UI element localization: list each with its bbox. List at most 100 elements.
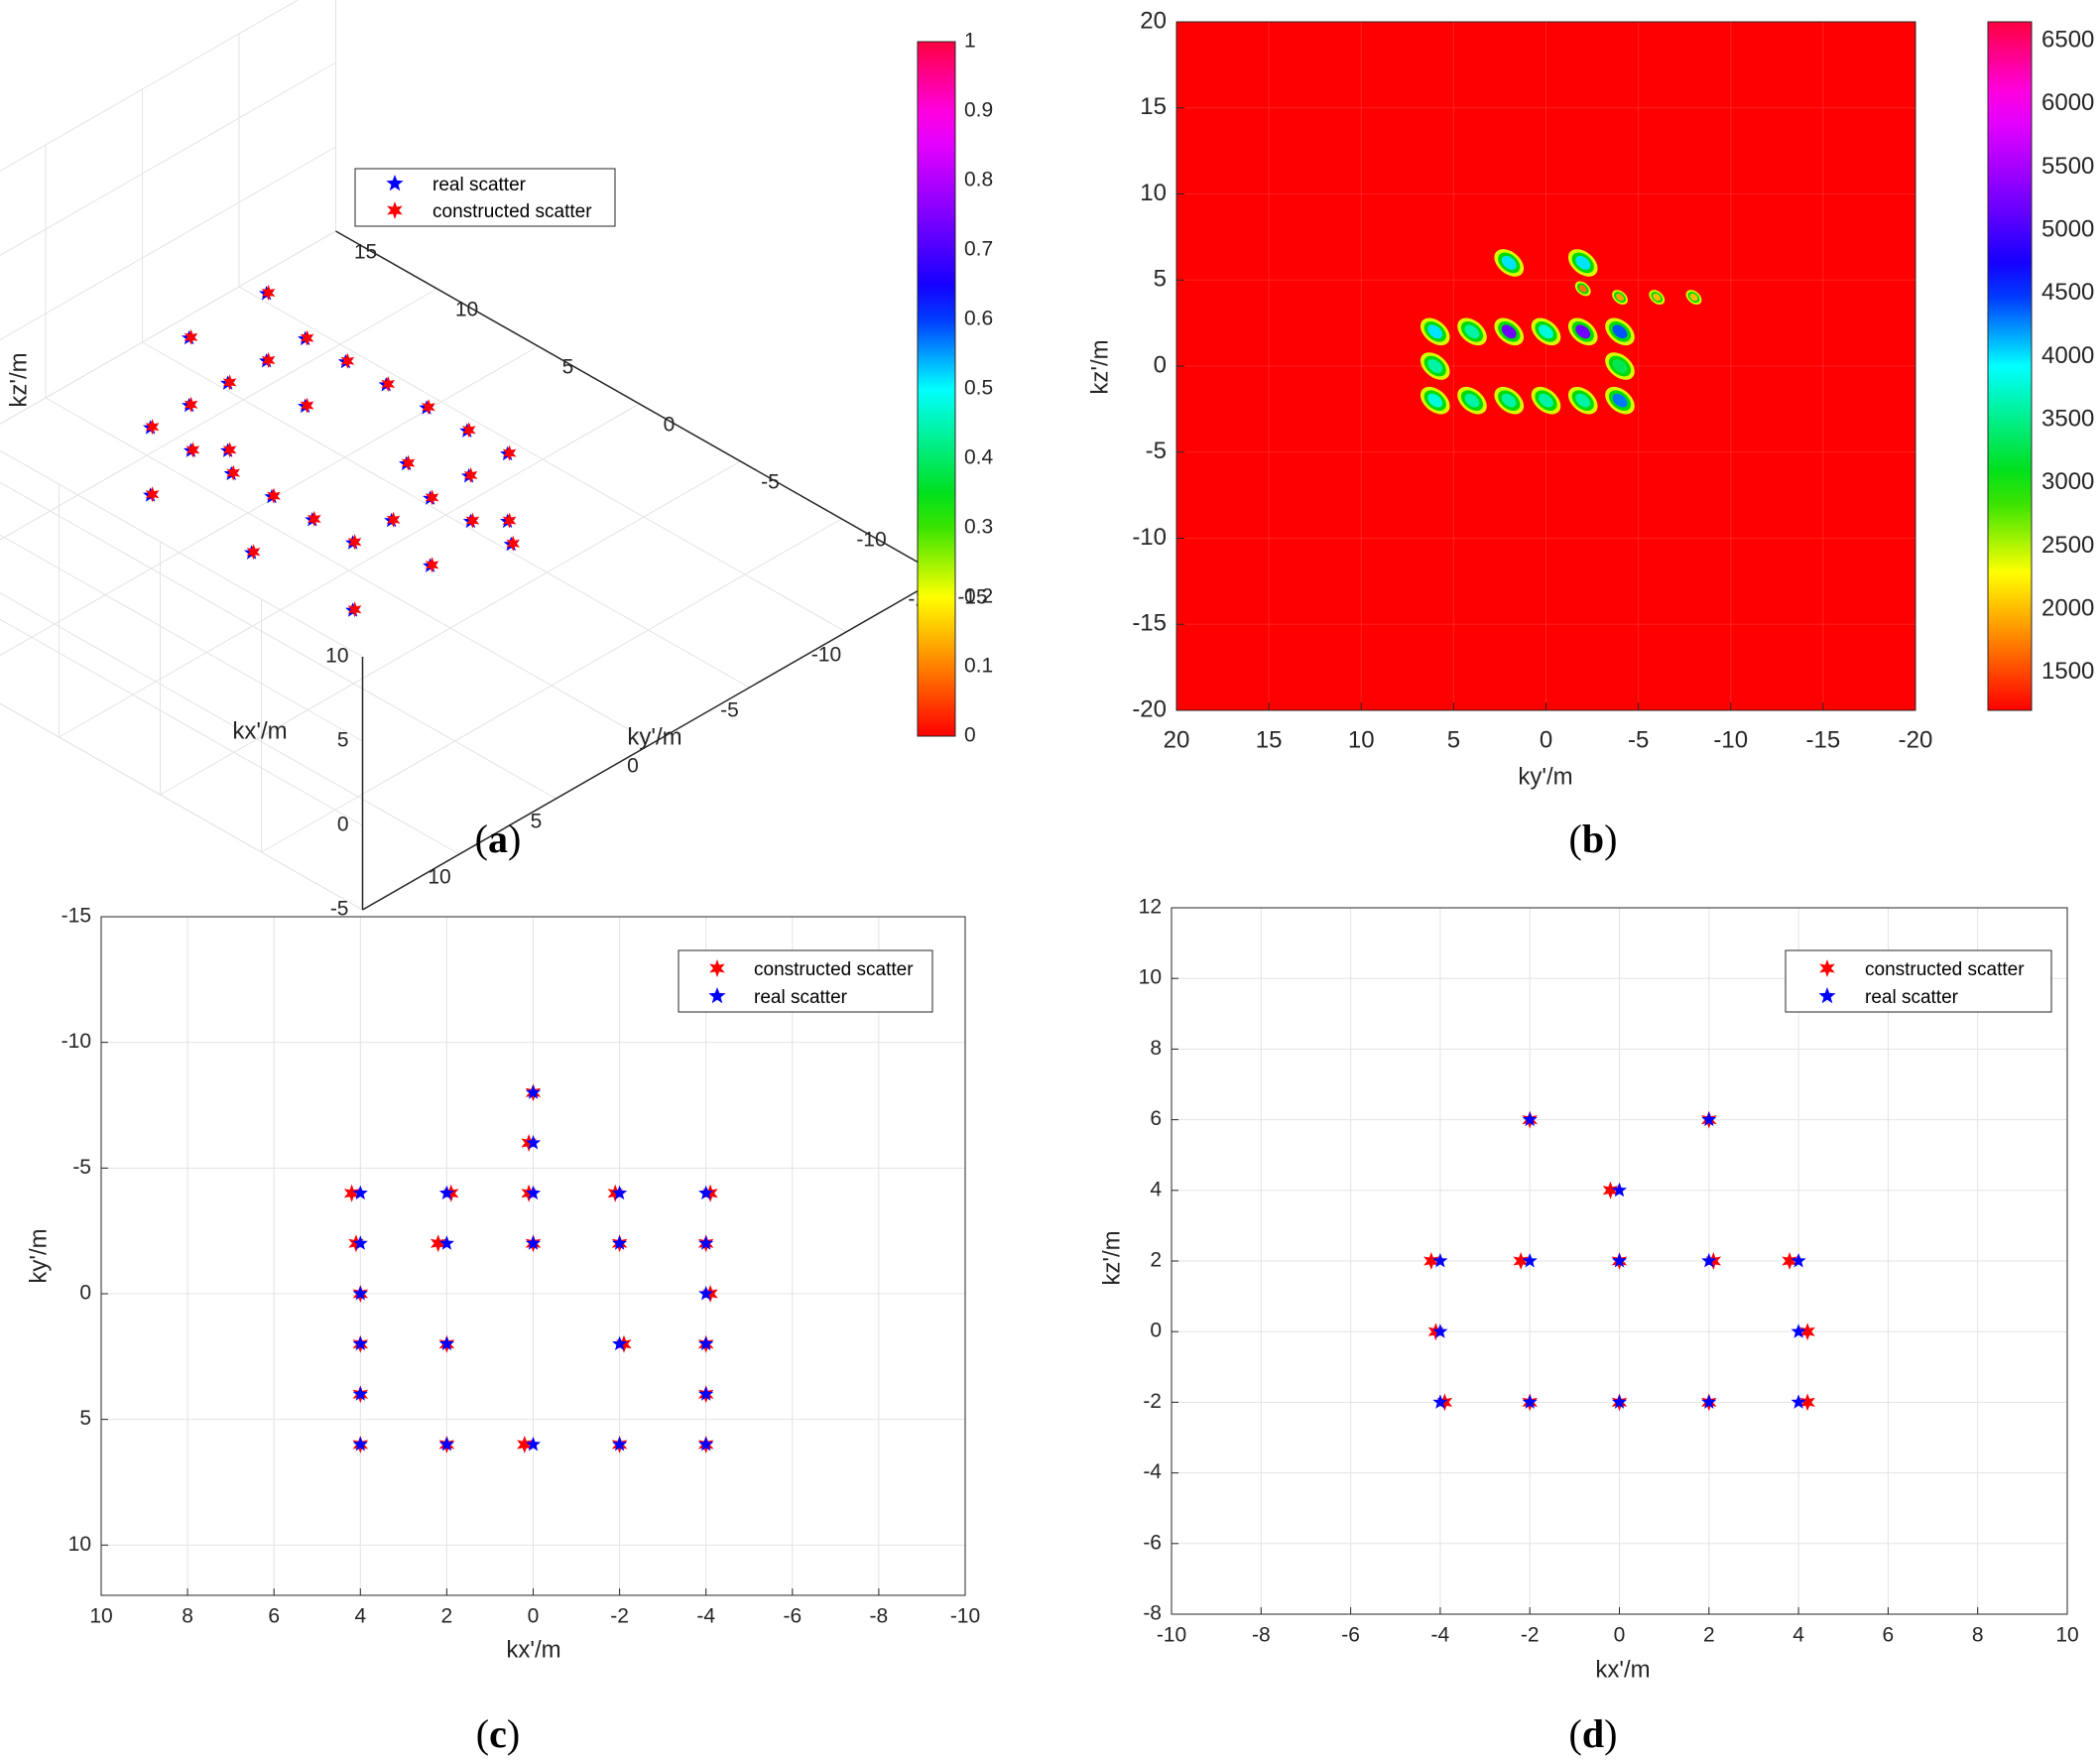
real-scatter-point (1522, 1253, 1538, 1268)
constructed-scatter-point (422, 399, 435, 416)
real-scatter-point (1611, 1394, 1628, 1409)
real-scatter-point (525, 1084, 542, 1099)
y-tick-label: -15 (62, 905, 91, 928)
x-tick-label: -4 (1431, 1624, 1450, 1647)
x-tick-label: -10 (1713, 726, 1748, 753)
constructed-scatter-point (1513, 1252, 1529, 1270)
y-tick-label: -2 (1143, 1390, 1162, 1413)
z-tick-label: 5 (337, 729, 349, 752)
real-scatter-point (352, 1335, 368, 1351)
real-scatter-point (612, 1235, 628, 1250)
y-axis-label: ky'/m (627, 723, 681, 750)
y-tick-label: -4 (1143, 1460, 1162, 1483)
grid-line (0, 618, 363, 826)
real-scatter-point (698, 1386, 714, 1401)
y-axis-label: kz'/m (1098, 1230, 1125, 1285)
heatmap-blob-core (1501, 256, 1517, 270)
y-tick-label: 15 (1140, 93, 1167, 120)
heatmap-blob (1685, 290, 1702, 305)
heatmap-blob (1567, 249, 1598, 277)
constructed-scatter-point (184, 396, 198, 413)
heatmap-blob (1420, 317, 1450, 346)
heatmap-blob (1494, 317, 1525, 346)
x-tick-label: 4 (1792, 1624, 1804, 1647)
heatmap-blob (1605, 317, 1635, 346)
caption-paren: ( (1569, 1711, 1582, 1756)
heatmap-blob-core (1575, 256, 1591, 270)
constructed-scatter-point (1705, 1252, 1722, 1270)
y-tick-label: -5 (761, 471, 780, 494)
legend-real-label: real scatter (432, 175, 527, 195)
heatmap-blob (1612, 290, 1628, 305)
x-tick-label: -6 (1341, 1624, 1360, 1647)
grid-line (0, 230, 336, 425)
constructed-scatter-point (1436, 1393, 1453, 1412)
grid-line (0, 288, 437, 541)
colorbar-a-tick: 0.4 (964, 446, 994, 469)
constructed-scatter-point (340, 352, 355, 369)
heatmap-blob-core (1616, 293, 1624, 302)
y-axis-label: ky'/m (25, 1228, 52, 1283)
real-scatter-point (525, 1135, 542, 1150)
x-tick-label: -2 (610, 1605, 629, 1628)
caption-paren: ) (1604, 817, 1617, 861)
y-tick-label: 12 (1139, 896, 1162, 919)
x-tick-label: 10 (89, 1605, 112, 1628)
panel-d-frame (1171, 907, 2068, 1615)
y-tick-label: 10 (1139, 966, 1162, 989)
x-tick-label: -5 (1628, 726, 1649, 753)
real-scatter-point (352, 1286, 368, 1301)
z-tick-label: 0 (337, 814, 349, 836)
caption-c: (c) (476, 1711, 520, 1756)
real-scatter-point (698, 1286, 714, 1301)
constructed-scatter-point (300, 397, 314, 414)
heatmap-blob-core (1578, 285, 1587, 293)
constructed-scatter-point (425, 489, 439, 506)
x-tick-label: 20 (1164, 726, 1190, 753)
x-tick-label: 8 (1972, 1624, 1984, 1647)
y-axis-label: kz'/m (1086, 339, 1113, 394)
x-tick-label: -10 (811, 644, 841, 667)
real-scatter-point (1791, 1323, 1806, 1338)
colorbar-a-tick: 0.5 (964, 377, 993, 400)
x-axis-label: kx'/m (1595, 1656, 1650, 1683)
heatmap-area (1175, 21, 1916, 711)
colorbar-b-tick: 1500 (2041, 658, 2094, 685)
y-tick-label: -5 (1146, 438, 1167, 464)
heatmap-blob-core (1427, 359, 1443, 373)
real-scatter-point (438, 1185, 454, 1200)
constructed-scatter-point (261, 352, 276, 368)
y-tick-label: 5 (1154, 266, 1167, 293)
y-tick-label: 0 (664, 414, 676, 437)
caption-d: (d) (1569, 1711, 1618, 1756)
constructed-scatter-point (386, 511, 401, 528)
colorbar-a-tick: 0.7 (964, 238, 993, 261)
y-tick-label: 15 (354, 241, 377, 264)
heatmap-blob-core (1539, 324, 1553, 339)
heatmap-blob (1494, 249, 1525, 277)
colorbar-a-bar (917, 41, 956, 737)
heatmap-blob-core (1427, 324, 1443, 339)
z-tick-label: 10 (325, 645, 348, 668)
z-axis-label: kz'/m (5, 352, 32, 407)
real-scatter-point (1791, 1253, 1806, 1268)
grid-line (0, 345, 539, 657)
heatmap-blob (1457, 317, 1487, 346)
legend-constructed-marker (387, 201, 403, 219)
y-tick-label: 20 (1140, 7, 1167, 34)
constructed-scatter-point (425, 557, 439, 573)
grid-line (59, 403, 640, 738)
constructed-scatter-point (347, 534, 362, 551)
constructed-scatter-point (343, 1184, 360, 1202)
grid-line (0, 0, 300, 172)
x-tick-label: 10 (1348, 726, 1375, 753)
constructed-scatter-point (461, 422, 476, 439)
x-tick-label: -2 (1521, 1624, 1540, 1647)
caption-paren: ) (508, 817, 521, 861)
heatmap-blob (1574, 281, 1591, 297)
real-scatter-point (1432, 1323, 1448, 1338)
heatmap-blob-core (1653, 293, 1662, 302)
real-scatter-point (525, 1235, 542, 1250)
x-tick-label: 10 (2055, 1624, 2078, 1647)
real-scatter-point (438, 1235, 454, 1250)
